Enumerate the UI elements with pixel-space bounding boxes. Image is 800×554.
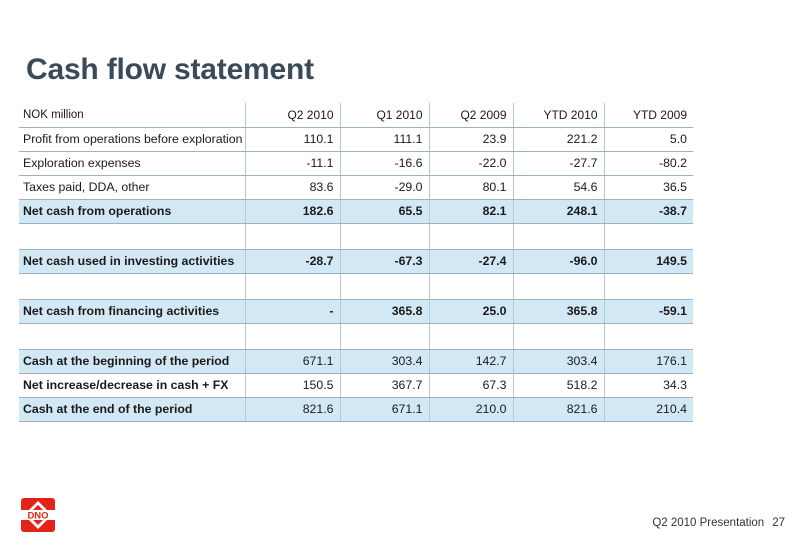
column-header-q2-2010: Q2 2010 — [245, 103, 341, 128]
table-row: Cash at the beginning of the period 671.… — [19, 349, 693, 374]
cell-value: -80.2 — [604, 151, 693, 176]
spacer-row — [19, 323, 693, 350]
cell-value: 303.4 — [513, 349, 605, 374]
column-header-ytd-2010: YTD 2010 — [513, 103, 605, 128]
cell-value: 65.5 — [340, 199, 430, 224]
cell-value: -27.7 — [513, 151, 605, 176]
row-label: Profit from operations before exploratio… — [19, 127, 246, 152]
cash-flow-table: NOK million Q2 2010 Q1 2010 Q2 2009 YTD … — [19, 103, 693, 422]
cell-value: 83.6 — [245, 175, 341, 200]
cell-value: 221.2 — [513, 127, 605, 152]
cell-value: -27.4 — [429, 249, 514, 274]
cell-value: 150.5 — [245, 373, 341, 398]
footer: Q2 2010 Presentation 27 — [652, 517, 785, 529]
cell-value: 671.1 — [340, 397, 430, 422]
cell-value: 821.6 — [245, 397, 341, 422]
cell-value: 34.3 — [604, 373, 693, 398]
cell-value: -38.7 — [604, 199, 693, 224]
table-row-total: Net cash used in investing activities -2… — [19, 249, 693, 274]
cell-value: -28.7 — [245, 249, 341, 274]
table-row: Exploration expenses -11.1 -16.6 -22.0 -… — [19, 151, 693, 176]
footer-text: Q2 2010 Presentation — [652, 517, 765, 529]
cell-value: 210.4 — [604, 397, 693, 422]
cell-value: 182.6 — [245, 199, 341, 224]
cell-value: 176.1 — [604, 349, 693, 374]
cell-value: 23.9 — [429, 127, 514, 152]
cell-value: -22.0 — [429, 151, 514, 176]
cell-value: -16.6 — [340, 151, 430, 176]
cell-value: -11.1 — [245, 151, 341, 176]
row-label: Net cash used in investing activities — [19, 249, 246, 274]
logo-text: DNO — [27, 511, 48, 522]
cell-value: 518.2 — [513, 373, 605, 398]
row-label: Taxes paid, DDA, other — [19, 175, 246, 200]
cell-value: 365.8 — [340, 299, 430, 324]
dno-logo: DNO — [21, 498, 55, 532]
row-label: Net cash from operations — [19, 199, 246, 224]
row-label: Cash at the end of the period — [19, 397, 246, 422]
cell-value: 365.8 — [513, 299, 605, 324]
column-header-unit: NOK million — [19, 103, 246, 128]
cell-value: -67.3 — [340, 249, 430, 274]
cell-value: 82.1 — [429, 199, 514, 224]
column-header-ytd-2009: YTD 2009 — [604, 103, 693, 128]
row-label: Net cash from financing activities — [19, 299, 246, 324]
table-header-row: NOK million Q2 2010 Q1 2010 Q2 2009 YTD … — [19, 103, 693, 128]
spacer-row — [19, 223, 693, 250]
row-label: Net increase/decrease in cash + FX — [19, 373, 246, 398]
cell-value: 54.6 — [513, 175, 605, 200]
cell-value: 821.6 — [513, 397, 605, 422]
cell-value: 110.1 — [245, 127, 341, 152]
cell-value: 671.1 — [245, 349, 341, 374]
cell-value: 67.3 — [429, 373, 514, 398]
row-label: Exploration expenses — [19, 151, 246, 176]
cell-value: 111.1 — [340, 127, 430, 152]
spacer-row — [19, 273, 693, 300]
table-row: Taxes paid, DDA, other 83.6 -29.0 80.1 5… — [19, 175, 693, 200]
table-row-total: Net cash from operations 182.6 65.5 82.1… — [19, 199, 693, 224]
cell-value: 248.1 — [513, 199, 605, 224]
cell-value: -59.1 — [604, 299, 693, 324]
cell-value: 210.0 — [429, 397, 514, 422]
page-number: 27 — [772, 517, 785, 529]
row-label: Cash at the beginning of the period — [19, 349, 246, 374]
cell-value: 303.4 — [340, 349, 430, 374]
cell-value: -96.0 — [513, 249, 605, 274]
table-row-total: Net cash from financing activities - 365… — [19, 299, 693, 324]
table-row: Profit from operations before exploratio… — [19, 127, 693, 152]
column-header-q2-2009: Q2 2009 — [429, 103, 514, 128]
column-header-q1-2010: Q1 2010 — [340, 103, 430, 128]
cell-value: -29.0 — [340, 175, 430, 200]
cell-value: 36.5 — [604, 175, 693, 200]
cell-value: - — [245, 299, 341, 324]
cell-value: 5.0 — [604, 127, 693, 152]
cell-value: 142.7 — [429, 349, 514, 374]
cell-value: 367.7 — [340, 373, 430, 398]
page-title: Cash flow statement — [26, 53, 314, 86]
cell-value: 80.1 — [429, 175, 514, 200]
cell-value: 149.5 — [604, 249, 693, 274]
cell-value: 25.0 — [429, 299, 514, 324]
table-row: Net increase/decrease in cash + FX 150.5… — [19, 373, 693, 398]
table-row: Cash at the end of the period 821.6 671.… — [19, 397, 693, 422]
